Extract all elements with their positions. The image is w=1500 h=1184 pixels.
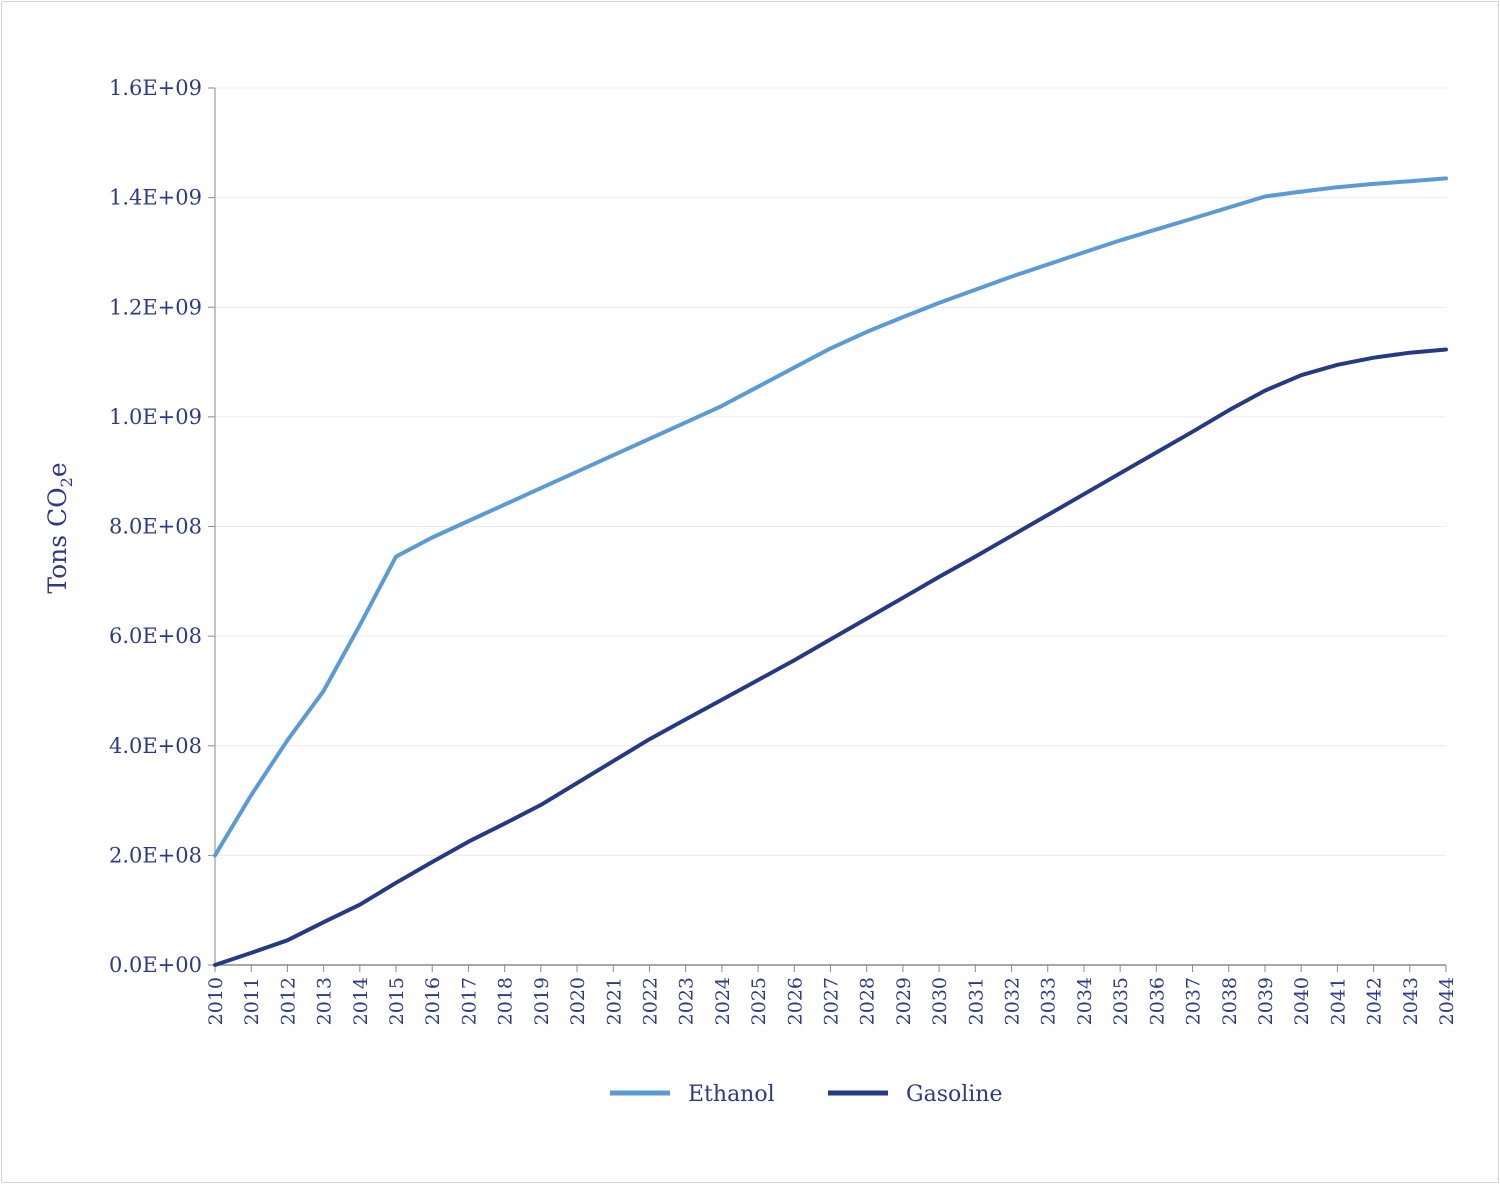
x-tick-label: 2036	[1146, 977, 1168, 1025]
y-tick-label: 1.0E+09	[109, 405, 202, 429]
x-tick-labels: 2010 2011 2012 2013 2014 2015 2016 2017 2018 2019…	[205, 977, 1458, 1025]
x-tick-label: 2017	[458, 977, 480, 1025]
x-tick-label: 2032	[1002, 977, 1024, 1025]
x-tick-label: 2011	[241, 977, 263, 1025]
legend: Ethanol Gasoline	[610, 1082, 1003, 1107]
y-tick-label: 2.0E+08	[109, 843, 202, 867]
x-tick-label: 2010	[205, 977, 227, 1025]
y-tick-label: 4.0E+08	[109, 734, 202, 758]
x-tick-label: 2042	[1364, 977, 1386, 1025]
x-tick-label: 2034	[1074, 977, 1096, 1025]
series-line-ethanol	[213, 176, 1448, 858]
y-tick-label: 8.0E+08	[109, 515, 202, 539]
x-tick-label: 2025	[748, 977, 770, 1025]
axes	[208, 87, 1447, 972]
y-tick-labels: 0.0E+00 2.0E+08 4.0E+08 6.0E+08 8.0E+08 1.0E+…	[109, 76, 202, 977]
x-tick-label: 2023	[676, 977, 698, 1025]
x-tick-label: 2043	[1400, 977, 1422, 1025]
x-tick-label: 2029	[893, 977, 915, 1025]
series-lines	[213, 176, 1448, 967]
y-tick-label: 6.0E+08	[109, 624, 202, 648]
x-tick-label: 2041	[1327, 977, 1349, 1025]
x-tick-label: 2016	[422, 977, 444, 1025]
y-tick-label: 1.6E+09	[109, 76, 202, 100]
x-tick-label: 2031	[965, 977, 987, 1025]
legend-item-gasoline: Gasoline	[828, 1082, 1003, 1107]
x-tick-label: 2038	[1219, 977, 1241, 1025]
x-tick-label: 2012	[277, 977, 299, 1025]
x-tick-label: 2027	[821, 977, 843, 1025]
x-tick-label: 2015	[386, 977, 408, 1025]
y-axis-label: Tons CO2e	[43, 462, 76, 593]
x-tick-label: 2033	[1038, 977, 1060, 1025]
x-tick-label: 2019	[531, 977, 553, 1025]
x-tick-label: 2035	[1110, 977, 1132, 1025]
legend-label: Gasoline	[906, 1082, 1003, 1107]
x-tick-label: 2024	[712, 977, 734, 1025]
x-tick-label: 2044	[1436, 977, 1458, 1025]
x-tick-label: 2039	[1255, 977, 1277, 1025]
x-tick-label: 2037	[1183, 977, 1205, 1025]
x-tick-label: 2030	[929, 977, 951, 1025]
y-axis-label-suffix: e	[43, 462, 72, 477]
x-tick-label: 2014	[350, 977, 372, 1025]
x-tick-label: 2013	[314, 977, 336, 1025]
y-axis-label-main: Tons CO	[43, 487, 72, 593]
x-tick-label: 2022	[639, 977, 661, 1025]
y-tick-label: 1.2E+09	[109, 295, 202, 319]
y-axis-label-subscript: 2	[57, 477, 76, 487]
x-tick-label: 2026	[784, 977, 806, 1025]
y-tick-label: 1.4E+09	[109, 186, 202, 210]
legend-label: Ethanol	[688, 1082, 775, 1107]
legend-item-ethanol: Ethanol	[610, 1082, 775, 1107]
x-tick-label: 2020	[567, 977, 589, 1025]
y-tick-label: 0.0E+00	[109, 953, 202, 977]
gridlines	[215, 87, 1446, 856]
x-tick-label: 2040	[1291, 977, 1313, 1025]
x-tick-label: 2021	[603, 977, 625, 1025]
x-tick-label: 2028	[857, 977, 879, 1025]
series-line-gasoline	[213, 347, 1448, 967]
x-tick-label: 2018	[495, 977, 517, 1025]
